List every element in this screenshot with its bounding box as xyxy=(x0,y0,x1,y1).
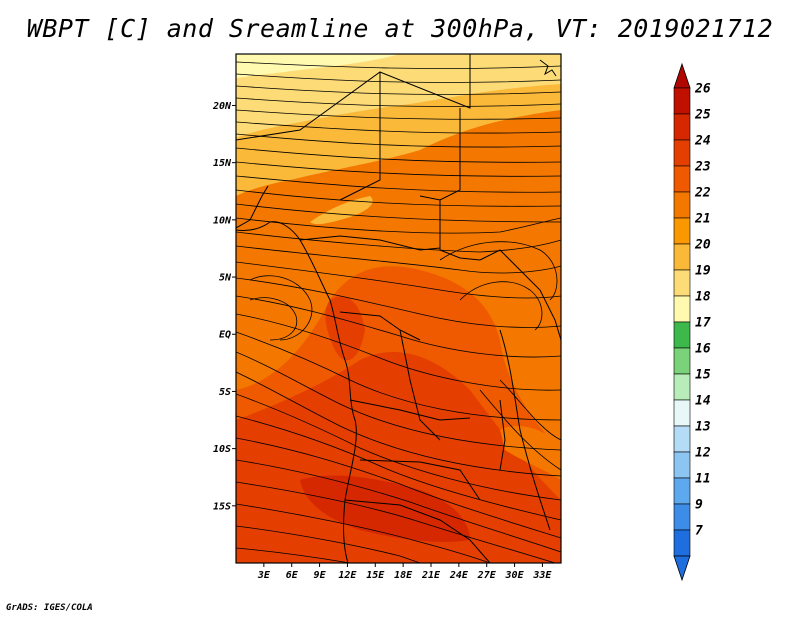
lon-tick-label: 15E xyxy=(366,570,385,581)
colorbar-label: 22 xyxy=(694,186,711,201)
map-title: WBPT [C] and Sreamline at 300hPa, VT: 20… xyxy=(26,14,774,43)
colorbar-label: 25 xyxy=(694,108,711,123)
lon-tick-label: 9E xyxy=(314,570,327,581)
colorbar-label: 15 xyxy=(695,368,711,383)
colorbar-label: 11 xyxy=(695,472,711,487)
lat-tick-label: 5N xyxy=(219,273,232,284)
colorbar-label: 23 xyxy=(694,160,711,175)
colorbar-swatch xyxy=(673,113,691,141)
colorbar-label: 14 xyxy=(695,394,711,409)
lon-tick-label: 24E xyxy=(449,570,469,581)
colorbar-swatch xyxy=(673,529,691,557)
colorbar-label: 19 xyxy=(695,264,711,279)
lat-tick-label: 15S xyxy=(213,501,231,512)
colorbar-label: 20 xyxy=(694,238,711,253)
colorbar-swatch xyxy=(673,477,691,505)
lat-tick-label: EQ xyxy=(219,330,231,341)
grads-credit: GrADS: IGES/COLA xyxy=(6,603,93,613)
colorbar-swatch xyxy=(673,295,691,323)
colorbar-label: 13 xyxy=(695,420,711,435)
colorbar-bottom-arrow xyxy=(673,555,691,582)
colorbar-label: 12 xyxy=(695,446,711,461)
lat-tick-label: 20N xyxy=(212,101,232,112)
colorbar-swatch xyxy=(673,217,691,245)
colorbar-swatch xyxy=(673,243,691,271)
colorbar-swatch xyxy=(673,399,691,427)
lat-tick-label: 5S xyxy=(219,387,231,398)
colorbar-swatch xyxy=(673,269,691,297)
colorbar-swatch xyxy=(673,321,691,349)
streamlines xyxy=(236,61,561,563)
colorbar-label: 18 xyxy=(695,290,711,305)
colorbar-swatch xyxy=(673,87,691,115)
colorbar-swatch xyxy=(673,191,691,219)
lon-tick-label: 12E xyxy=(338,570,357,581)
longitude-axis: 3E 6E 9E 12E 15E 18E 21E 24E 27E 30E 33E xyxy=(257,563,552,581)
colorbar-swatch xyxy=(673,373,691,401)
colorbar: 26 25 24 23 22 21 20 19 18 17 16 15 14 13 12 11 9 7 xyxy=(673,62,711,582)
colorbar-label: 24 xyxy=(694,134,711,149)
colorbar-label: 21 xyxy=(694,212,711,227)
lon-tick-label: 6E xyxy=(286,570,299,581)
colorbar-swatch xyxy=(673,347,691,375)
lat-tick-label: 10S xyxy=(213,444,231,455)
latitude-axis: 20N 15N 10N 5N EQ 5S 10S 15S xyxy=(212,101,236,512)
colorbar-swatch xyxy=(673,165,691,193)
map-frame xyxy=(235,53,562,564)
colorbar-label: 26 xyxy=(694,82,711,97)
country-borders xyxy=(236,54,561,563)
colorbar-label: 17 xyxy=(695,316,711,331)
lon-tick-label: 18E xyxy=(394,570,413,581)
colorbar-swatch xyxy=(673,425,691,453)
lon-tick-label: 30E xyxy=(505,570,525,581)
colorbar-top-arrow xyxy=(673,62,691,89)
lon-tick-label: 33E xyxy=(532,570,552,581)
colorbar-label: 16 xyxy=(695,342,711,357)
lon-tick-label: 27E xyxy=(477,570,497,581)
lon-tick-label: 21E xyxy=(421,570,441,581)
lon-tick-label: 3E xyxy=(257,570,271,581)
colorbar-swatch xyxy=(673,503,691,531)
wbpt-shading xyxy=(236,54,561,563)
colorbar-swatch xyxy=(673,139,691,167)
lat-tick-label: 10N xyxy=(213,215,232,226)
lat-tick-label: 15N xyxy=(213,158,232,169)
colorbar-swatch xyxy=(673,451,691,479)
colorbar-label: 9 xyxy=(695,498,703,513)
colorbar-label: 7 xyxy=(695,524,703,539)
